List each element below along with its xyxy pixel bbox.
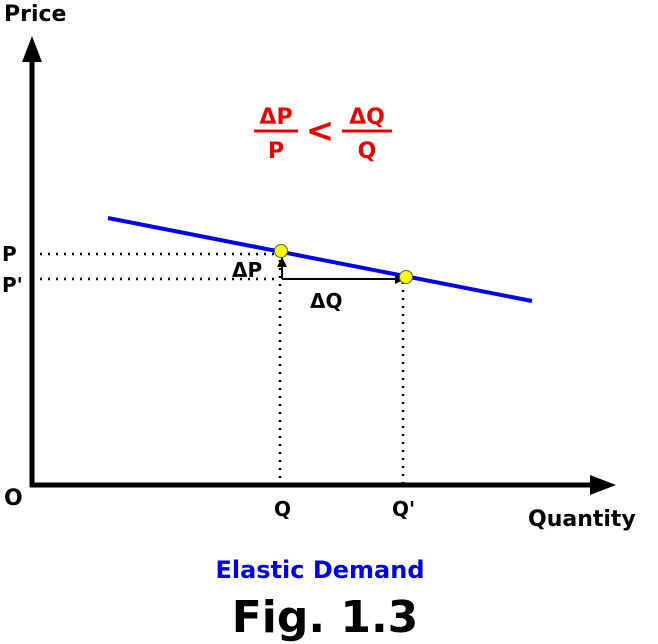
delta-p-label: ΔP (232, 258, 262, 282)
delta-q-label: ΔQ (310, 289, 342, 313)
formula-left-numerator: ΔP (259, 105, 292, 130)
formula-right-denominator: Q (358, 139, 377, 164)
formula-relation: < (306, 111, 335, 151)
point-b (399, 270, 413, 284)
caption-subtitle: Elastic Demand (215, 556, 424, 584)
x-axis-label: Quantity (528, 507, 636, 532)
q-prime-label: Q' (392, 497, 415, 521)
y-arrow (22, 36, 42, 62)
p-label: P (2, 242, 17, 266)
x-arrow (590, 475, 616, 495)
p-prime-label: P' (2, 273, 23, 297)
y-axis-label: Price (4, 2, 66, 27)
origin-label: O (4, 486, 23, 511)
demand-line (107, 216, 533, 303)
caption-figure: Fig. 1.3 (232, 592, 419, 643)
formula-left-denominator: P (268, 139, 284, 164)
guides (32, 252, 405, 485)
point-a (274, 244, 288, 258)
q-label: Q (274, 497, 291, 521)
formula-right-numerator: ΔQ (349, 105, 385, 130)
formula: ΔP P < ΔQ Q (254, 105, 392, 164)
